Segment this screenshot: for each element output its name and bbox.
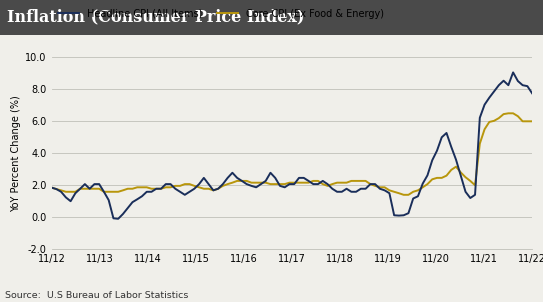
Text: Inflation (Consumer Price Index): Inflation (Consumer Price Index) xyxy=(7,9,305,26)
Core CPI (Ex Food & Energy) xyxy=(429,178,435,181)
Line: Core CPI (Ex Food & Energy): Core CPI (Ex Food & Energy) xyxy=(52,113,532,195)
Headline CPI (All Items) xyxy=(510,71,516,74)
Core CPI (Ex Food & Energy) xyxy=(400,193,407,197)
Core CPI (Ex Food & Energy) xyxy=(467,179,473,183)
Core CPI (Ex Food & Energy) xyxy=(138,185,145,189)
Line: Headline CPI (All Items): Headline CPI (All Items) xyxy=(52,72,532,219)
Headline CPI (All Items) xyxy=(48,186,55,189)
Headline CPI (All Items) xyxy=(143,190,150,194)
Y-axis label: YoY Percent Change (%): YoY Percent Change (%) xyxy=(11,95,21,212)
Core CPI (Ex Food & Energy) xyxy=(386,188,393,192)
Headline CPI (All Items) xyxy=(158,187,165,191)
Core CPI (Ex Food & Energy) xyxy=(48,186,55,189)
Core CPI (Ex Food & Energy) xyxy=(505,111,512,115)
Legend: Headline CPI (All Items), Core CPI (Ex Food & Energy): Headline CPI (All Items), Core CPI (Ex F… xyxy=(54,5,388,22)
Core CPI (Ex Food & Energy) xyxy=(153,187,160,191)
Headline CPI (All Items) xyxy=(272,176,279,180)
Headline CPI (All Items) xyxy=(391,214,397,217)
Headline CPI (All Items) xyxy=(115,217,122,220)
Core CPI (Ex Food & Energy) xyxy=(267,182,274,186)
Headline CPI (All Items) xyxy=(467,196,473,200)
Headline CPI (All Items) xyxy=(429,159,435,162)
Headline CPI (All Items) xyxy=(529,92,535,95)
Core CPI (Ex Food & Energy) xyxy=(529,120,535,123)
Text: Source:  U.S Bureau of Labor Statistics: Source: U.S Bureau of Labor Statistics xyxy=(5,291,189,300)
